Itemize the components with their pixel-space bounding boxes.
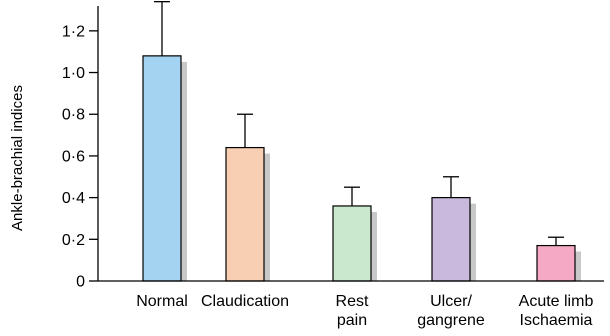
- y-tick-label: 1·2: [62, 23, 85, 40]
- bar: [225, 146, 265, 282]
- x-category-labels: Normal Claudication Rest pain Ulcer/gangrene…: [136, 293, 593, 329]
- error-bars: [154, 1, 564, 246]
- x-tick-label: Acute limb: [519, 293, 594, 310]
- y-tick-label: 0·8: [62, 107, 85, 124]
- x-tick-label: Normal: [136, 293, 188, 310]
- x-tick-label: gangrene: [417, 312, 485, 329]
- y-ticks: 0 0·2 0·4 0·6 0·8 1·0 1·2: [62, 23, 98, 291]
- y-tick-label: 0·4: [62, 190, 85, 207]
- x-tick-label: Ischaemia: [520, 312, 593, 329]
- y-tick-label: 1·0: [62, 65, 85, 82]
- y-tick-label: 0: [76, 274, 85, 291]
- x-tick-label: Claudication: [201, 293, 289, 310]
- y-axis-label: Ankle-brachial indices: [9, 85, 26, 231]
- bars: [142, 55, 576, 282]
- bar: [142, 55, 182, 282]
- x-tick-label: Rest: [336, 293, 369, 310]
- bar: [431, 197, 471, 282]
- x-tick-label: pain: [337, 312, 367, 329]
- y-tick-label: 0·2: [62, 232, 85, 249]
- bar: [536, 244, 576, 282]
- y-tick-label: 0·6: [62, 148, 85, 165]
- bar: [332, 205, 372, 282]
- x-tick-label: Ulcer/: [430, 293, 472, 310]
